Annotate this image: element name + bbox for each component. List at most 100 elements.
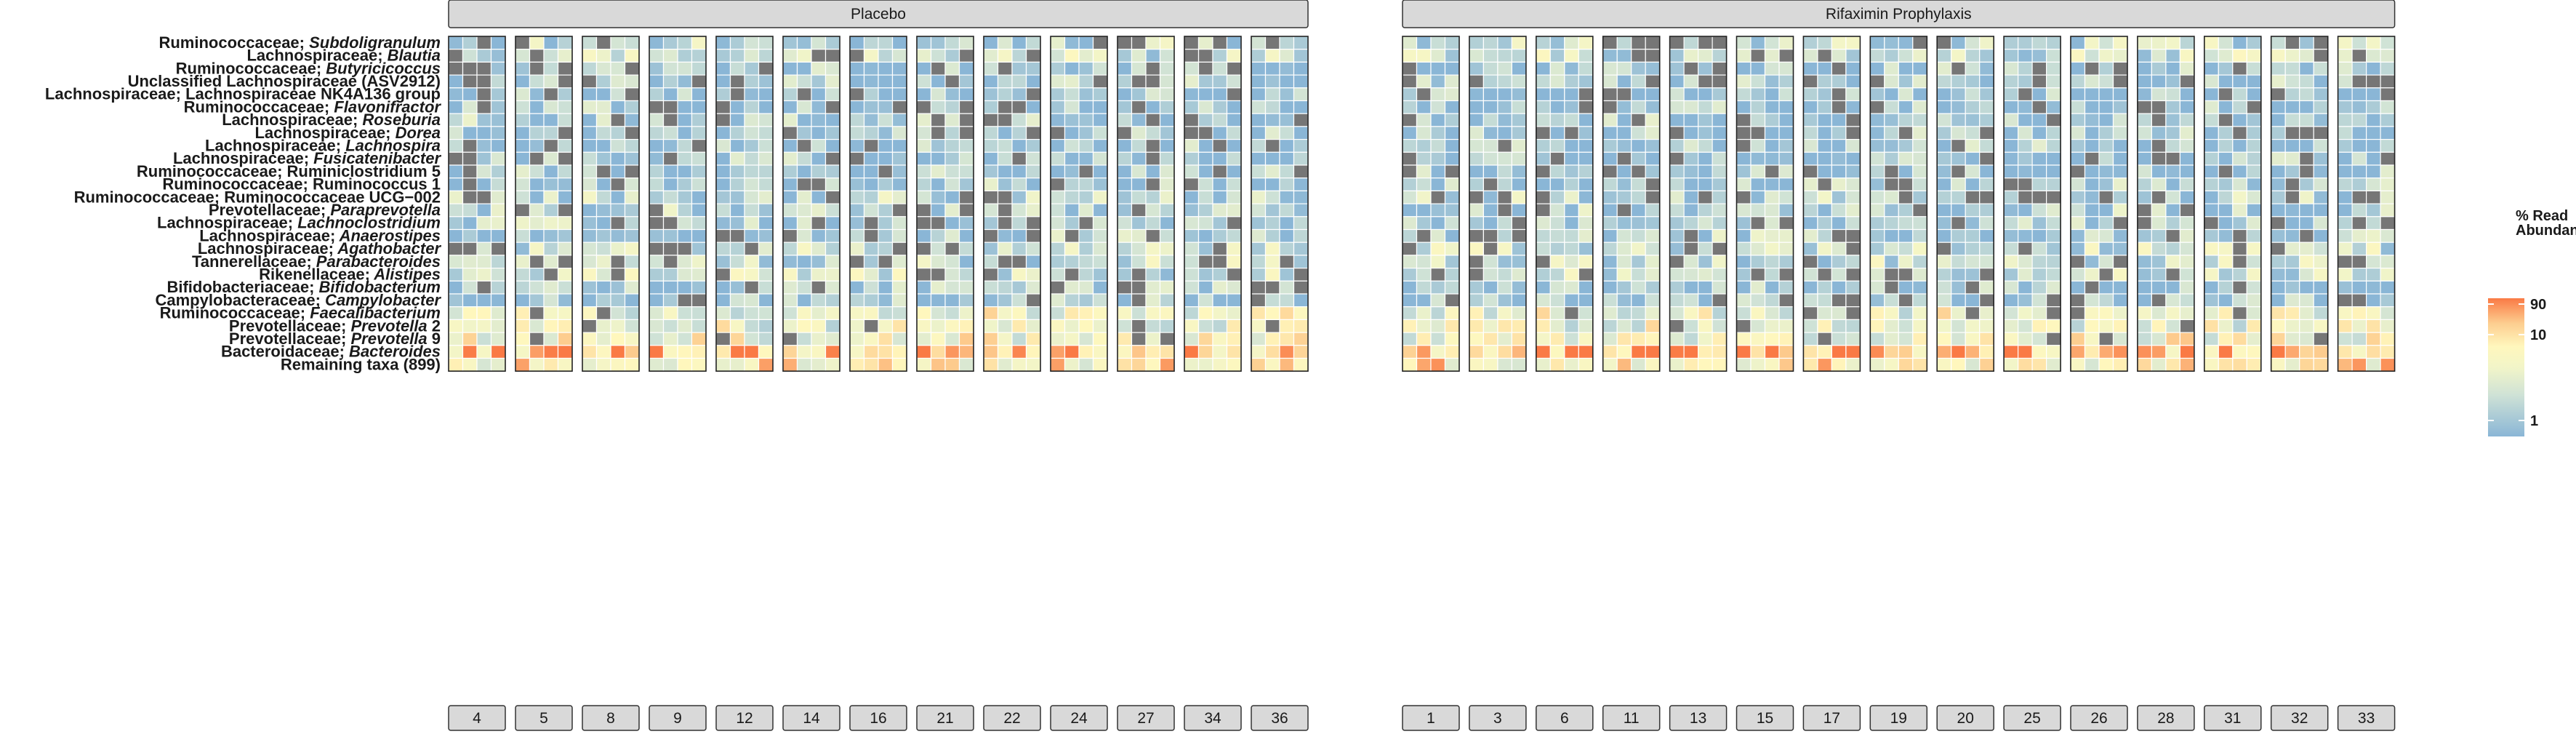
heatmap-cell bbox=[1884, 306, 1899, 321]
heatmap-cell bbox=[2084, 36, 2100, 50]
heatmap-cell bbox=[2165, 228, 2180, 243]
heatmap-cell bbox=[2112, 74, 2128, 89]
heatmap-cell bbox=[1669, 87, 1685, 102]
heatmap-cell bbox=[2313, 242, 2329, 256]
heatmap-cell bbox=[462, 280, 478, 295]
heatmap-cell bbox=[1898, 306, 1914, 321]
heatmap-cell bbox=[1444, 203, 1460, 218]
heatmap-cell bbox=[1025, 74, 1041, 89]
heatmap-cell bbox=[462, 203, 478, 218]
heatmap-cell bbox=[1511, 306, 1527, 321]
heatmap-cell bbox=[1145, 126, 1161, 140]
heatmap-cell bbox=[2018, 319, 2033, 333]
heatmap-cell bbox=[863, 345, 879, 359]
heatmap-cell bbox=[1884, 203, 1899, 218]
heatmap-cell bbox=[1226, 332, 1242, 346]
heatmap-cell bbox=[2179, 49, 2195, 63]
heatmap-cell bbox=[691, 268, 707, 282]
heatmap-cell bbox=[1064, 255, 1080, 269]
heatmap-cell bbox=[796, 87, 812, 102]
heatmap-cell bbox=[1698, 61, 1713, 76]
heatmap-cell bbox=[2271, 345, 2286, 359]
heatmap-cell bbox=[1712, 216, 1728, 231]
heatmap-cell bbox=[2351, 100, 2367, 114]
heatmap-cell bbox=[2137, 306, 2152, 321]
heatmap-cell bbox=[691, 228, 707, 243]
heatmap-cell bbox=[944, 357, 960, 372]
heatmap-cell bbox=[1698, 306, 1713, 321]
heatmap-cell bbox=[1497, 100, 1512, 114]
heatmap-cell bbox=[1845, 228, 1861, 243]
heatmap-cell bbox=[1912, 177, 1927, 191]
heatmap-cell bbox=[515, 255, 531, 269]
heatmap-cell bbox=[2284, 228, 2300, 243]
heatmap-cell bbox=[1430, 113, 1446, 127]
heatmap-cell bbox=[2313, 306, 2329, 321]
heatmap-cell bbox=[944, 319, 960, 333]
heatmap-cell bbox=[1117, 268, 1133, 282]
heatmap-cell bbox=[462, 228, 478, 243]
heatmap-cell bbox=[1511, 139, 1527, 153]
heatmap-cell bbox=[729, 216, 745, 231]
heatmap-cell bbox=[1912, 203, 1927, 218]
heatmap-cell bbox=[1578, 332, 1594, 346]
heatmap-cell bbox=[1764, 61, 1780, 76]
heatmap-cell bbox=[2137, 49, 2152, 63]
heatmap-cell bbox=[582, 228, 598, 243]
heatmap-cell bbox=[2031, 61, 2047, 76]
heatmap-cell bbox=[2046, 345, 2061, 359]
heatmap-cell bbox=[997, 280, 1013, 295]
heatmap-cell bbox=[811, 255, 827, 269]
heatmap-cell bbox=[557, 126, 573, 140]
heatmap-cell bbox=[1764, 190, 1780, 204]
heatmap-cell bbox=[691, 216, 707, 231]
heatmap-cell bbox=[2366, 268, 2381, 282]
heatmap-cell bbox=[1712, 203, 1728, 218]
heatmap-cell bbox=[1736, 203, 1752, 218]
taxon-label: Ruminococcaceae; Flavonifractor bbox=[184, 97, 442, 116]
heatmap-cell bbox=[1778, 228, 1794, 243]
heatmap-cell bbox=[1631, 87, 1646, 102]
heatmap-cell bbox=[476, 164, 492, 179]
heatmap-cell bbox=[1683, 100, 1699, 114]
heatmap-cell bbox=[2046, 126, 2061, 140]
heatmap-cell bbox=[1936, 151, 1952, 166]
heatmap-cell bbox=[1965, 306, 1981, 321]
heatmap-cell bbox=[1536, 280, 1551, 295]
taxon-label: Prevotellaceae; Paraprevotella bbox=[209, 201, 441, 219]
heatmap-cell bbox=[1251, 87, 1267, 102]
heatmap-cell bbox=[1869, 228, 1885, 243]
heatmap-cell bbox=[1549, 357, 1565, 372]
heatmap-cell bbox=[1645, 203, 1661, 218]
patient-panel-border bbox=[782, 36, 840, 372]
heatmap-cell bbox=[1845, 113, 1861, 127]
heatmap-cell bbox=[997, 177, 1013, 191]
heatmap-cell bbox=[824, 49, 840, 63]
heatmap-cell bbox=[1979, 242, 1994, 256]
heatmap-cell bbox=[1159, 357, 1175, 372]
heatmap-cell bbox=[1884, 216, 1899, 231]
legend-colorbar bbox=[2488, 298, 2524, 436]
heatmap-cell bbox=[2070, 345, 2086, 359]
heatmap-cell bbox=[1602, 74, 1618, 89]
heatmap-cell bbox=[2232, 203, 2247, 218]
heatmap-cell bbox=[2137, 255, 2152, 269]
heatmap-cell bbox=[1197, 242, 1213, 256]
heatmap-cell bbox=[462, 319, 478, 333]
heatmap-cell bbox=[1698, 36, 1713, 50]
heatmap-cell bbox=[2218, 268, 2234, 282]
heatmap-cell bbox=[1936, 61, 1952, 76]
heatmap-cell bbox=[2299, 139, 2314, 153]
heatmap-cell bbox=[744, 151, 760, 166]
heatmap-cell bbox=[1469, 74, 1485, 89]
heatmap-cell bbox=[1197, 139, 1213, 153]
heatmap-cell bbox=[2137, 280, 2152, 295]
heatmap-cell bbox=[1293, 306, 1309, 321]
heatmap-cell bbox=[582, 306, 598, 321]
heatmap-cell bbox=[758, 319, 774, 333]
heatmap-cell bbox=[649, 100, 665, 114]
heatmap-cell bbox=[878, 164, 894, 179]
heatmap-cell bbox=[610, 139, 626, 153]
heatmap-cell bbox=[1616, 357, 1632, 372]
heatmap-cell bbox=[2271, 164, 2286, 179]
